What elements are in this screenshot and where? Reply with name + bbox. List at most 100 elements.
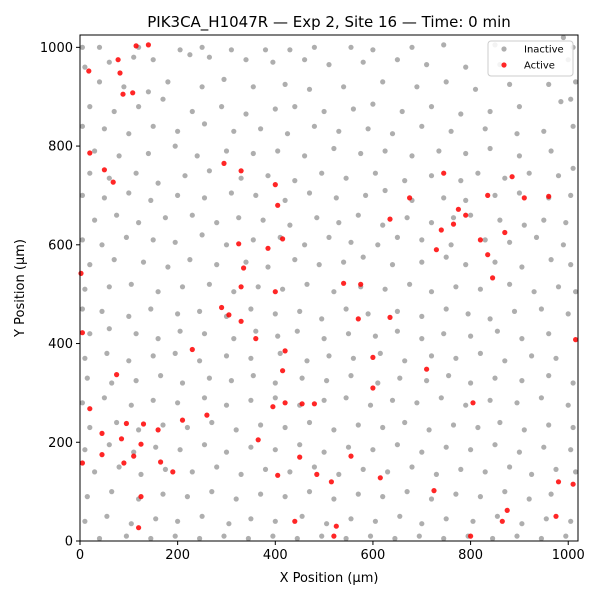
data-point-inactive: [402, 358, 408, 364]
data-point-inactive: [182, 173, 188, 179]
data-point-inactive: [87, 104, 93, 110]
data-point-inactive: [275, 148, 281, 154]
data-point-inactive: [123, 234, 129, 240]
data-point-inactive: [355, 491, 361, 497]
data-point-active: [490, 275, 496, 281]
data-point-inactive: [336, 471, 342, 477]
data-point-active: [79, 330, 85, 336]
data-point-inactive: [497, 419, 503, 426]
data-point-active: [450, 221, 457, 227]
data-point-inactive: [372, 333, 378, 339]
data-point-inactive: [214, 262, 220, 268]
data-point-inactive: [419, 449, 425, 455]
data-point-inactive: [541, 128, 547, 134]
data-point-inactive: [465, 311, 471, 317]
data-point-inactive: [297, 308, 303, 314]
data-point-inactive: [521, 427, 527, 433]
data-point-inactive: [441, 42, 447, 48]
data-point-active: [121, 460, 127, 466]
data-point-inactive: [175, 192, 181, 198]
data-point-inactive: [570, 424, 576, 431]
data-point-inactive: [228, 47, 234, 53]
data-point-inactive: [133, 331, 139, 337]
data-point-inactive: [297, 442, 303, 448]
data-point-inactive: [136, 427, 142, 433]
data-point-inactive: [150, 57, 156, 63]
data-point-inactive: [463, 402, 469, 408]
data-point-inactive: [548, 148, 554, 154]
data-point-inactive: [568, 518, 574, 524]
data-point-inactive: [223, 449, 230, 455]
data-point-inactive: [321, 108, 327, 115]
data-point-inactive: [128, 521, 134, 527]
data-point-active: [238, 168, 244, 174]
data-point-inactive: [336, 220, 342, 226]
data-point-inactive: [201, 331, 208, 337]
data-point-inactive: [370, 101, 376, 107]
data-point-inactive: [450, 422, 457, 428]
data-point-inactive: [470, 518, 476, 524]
data-point-inactive: [404, 215, 410, 221]
data-point-inactive: [409, 464, 415, 470]
x-tick-label: 400: [263, 548, 288, 563]
data-point-inactive: [463, 64, 469, 70]
data-point-inactive: [160, 422, 166, 428]
data-point-inactive: [184, 424, 190, 431]
data-point-active: [311, 401, 317, 407]
data-point-inactive: [428, 496, 435, 502]
data-point-active: [485, 192, 491, 198]
data-point-inactive: [468, 212, 474, 218]
data-point-inactive: [82, 355, 88, 361]
data-point-active: [314, 471, 320, 477]
data-point-inactive: [104, 513, 110, 519]
data-point-inactive: [219, 104, 225, 110]
data-point-inactive: [507, 81, 513, 87]
data-point-inactive: [526, 170, 532, 176]
data-point-inactive: [272, 447, 278, 453]
data-point-active: [99, 452, 105, 458]
data-point-active: [297, 454, 303, 460]
data-point-inactive: [443, 254, 449, 260]
data-point-active: [255, 437, 261, 443]
data-point-active: [179, 417, 186, 423]
data-point-inactive: [175, 311, 181, 317]
data-point-inactive: [511, 308, 518, 314]
data-point-active: [499, 518, 505, 524]
data-point-inactive: [175, 518, 181, 524]
data-point-inactive: [177, 47, 183, 53]
data-point-inactive: [494, 513, 500, 519]
data-point-inactive: [104, 350, 110, 356]
data-point-inactive: [294, 535, 300, 542]
data-point-inactive: [155, 180, 161, 186]
data-point-inactive: [546, 81, 552, 87]
data-point-inactive: [382, 286, 388, 292]
data-point-inactive: [87, 331, 93, 337]
data-point-active: [477, 237, 483, 243]
data-point-inactive: [494, 328, 500, 334]
legend-marker-inactive: [501, 46, 507, 52]
data-point-inactive: [541, 444, 547, 450]
data-point-inactive: [92, 148, 98, 154]
data-point-inactive: [177, 447, 183, 453]
data-point-active: [387, 216, 393, 222]
data-point-inactive: [282, 197, 288, 203]
data-point-inactive: [126, 313, 132, 319]
x-axis-label: X Position (μm): [280, 571, 379, 586]
data-point-inactive: [319, 316, 325, 322]
data-point-inactive: [514, 131, 520, 137]
data-point-inactive: [277, 350, 283, 356]
data-point-inactive: [492, 375, 498, 381]
data-point-inactive: [101, 126, 107, 132]
data-point-active: [485, 252, 491, 258]
data-point-inactive: [380, 79, 386, 85]
chart-title: PIK3CA_H1047R — Exp 2, Site 16 — Time: 0…: [147, 13, 511, 32]
data-point-inactive: [189, 212, 195, 218]
data-point-inactive: [343, 306, 349, 312]
data-point-inactive: [516, 449, 523, 455]
data-point-inactive: [311, 44, 317, 50]
plot-frame: [79, 34, 579, 542]
data-point-inactive: [541, 217, 547, 223]
data-point-inactive: [428, 353, 435, 359]
data-point-inactive: [394, 57, 400, 63]
data-point-inactive: [573, 289, 579, 295]
